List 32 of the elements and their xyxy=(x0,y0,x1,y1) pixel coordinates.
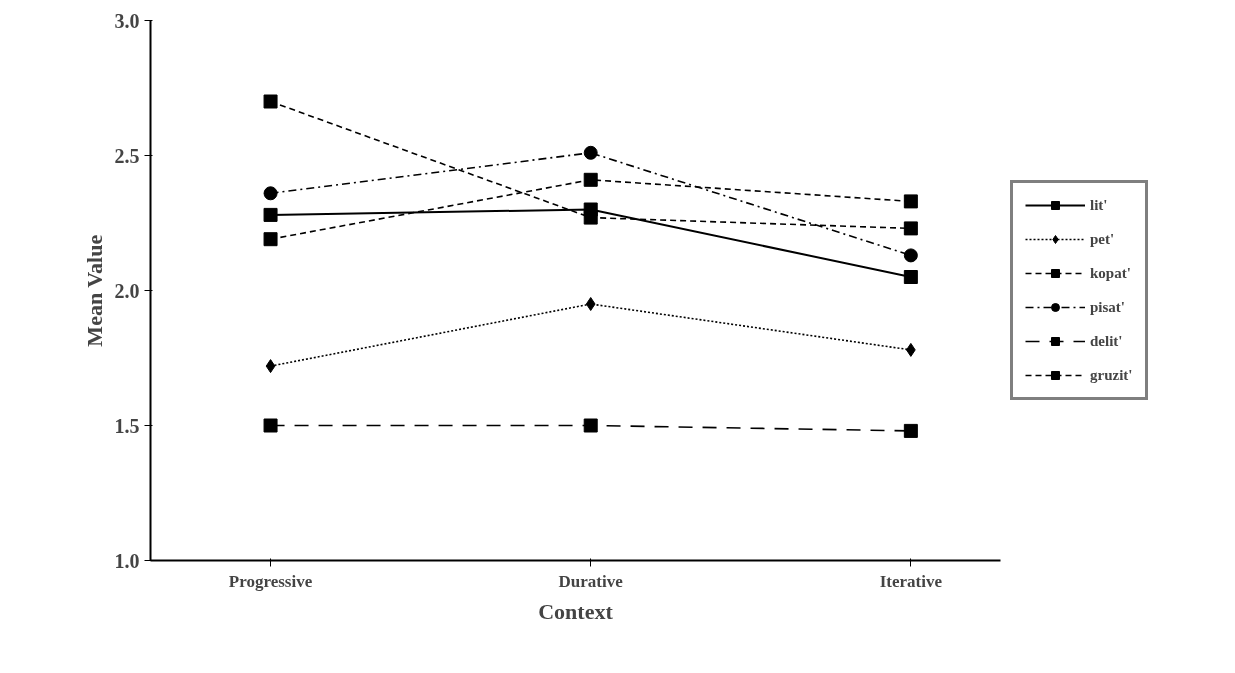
legend-label: pisat' xyxy=(1090,298,1126,316)
point xyxy=(903,423,918,438)
legend-label: pet' xyxy=(1090,230,1115,248)
point xyxy=(263,94,278,109)
point xyxy=(263,207,278,222)
point xyxy=(903,194,918,209)
point xyxy=(583,172,598,187)
legend-label: delit' xyxy=(1090,332,1123,350)
legend-label: gruzit' xyxy=(1090,366,1133,384)
point xyxy=(585,297,596,311)
point xyxy=(903,270,918,284)
x-tick-label: Progressive xyxy=(228,571,313,591)
point xyxy=(903,221,918,236)
y-axis-title: Mean Value xyxy=(81,234,107,347)
y-tick-label: 3.0 xyxy=(114,9,140,32)
legend-label: kopat' xyxy=(1090,264,1131,282)
x-axis-title: Context xyxy=(538,598,614,624)
point xyxy=(265,359,276,374)
y-tick-label: 1.5 xyxy=(114,414,140,437)
point xyxy=(263,186,278,201)
point xyxy=(583,418,598,433)
point xyxy=(263,418,278,433)
point xyxy=(583,210,598,225)
point xyxy=(583,145,598,160)
y-tick-label: 2.0 xyxy=(114,279,140,302)
point xyxy=(263,232,278,247)
x-tick-label: Iterative xyxy=(879,571,943,591)
legend-label: lit' xyxy=(1090,196,1109,214)
y-tick-label: 2.5 xyxy=(114,144,140,167)
x-tick-label: Durative xyxy=(558,571,624,591)
point xyxy=(903,248,918,263)
y-tick-label: 1.0 xyxy=(114,549,140,572)
